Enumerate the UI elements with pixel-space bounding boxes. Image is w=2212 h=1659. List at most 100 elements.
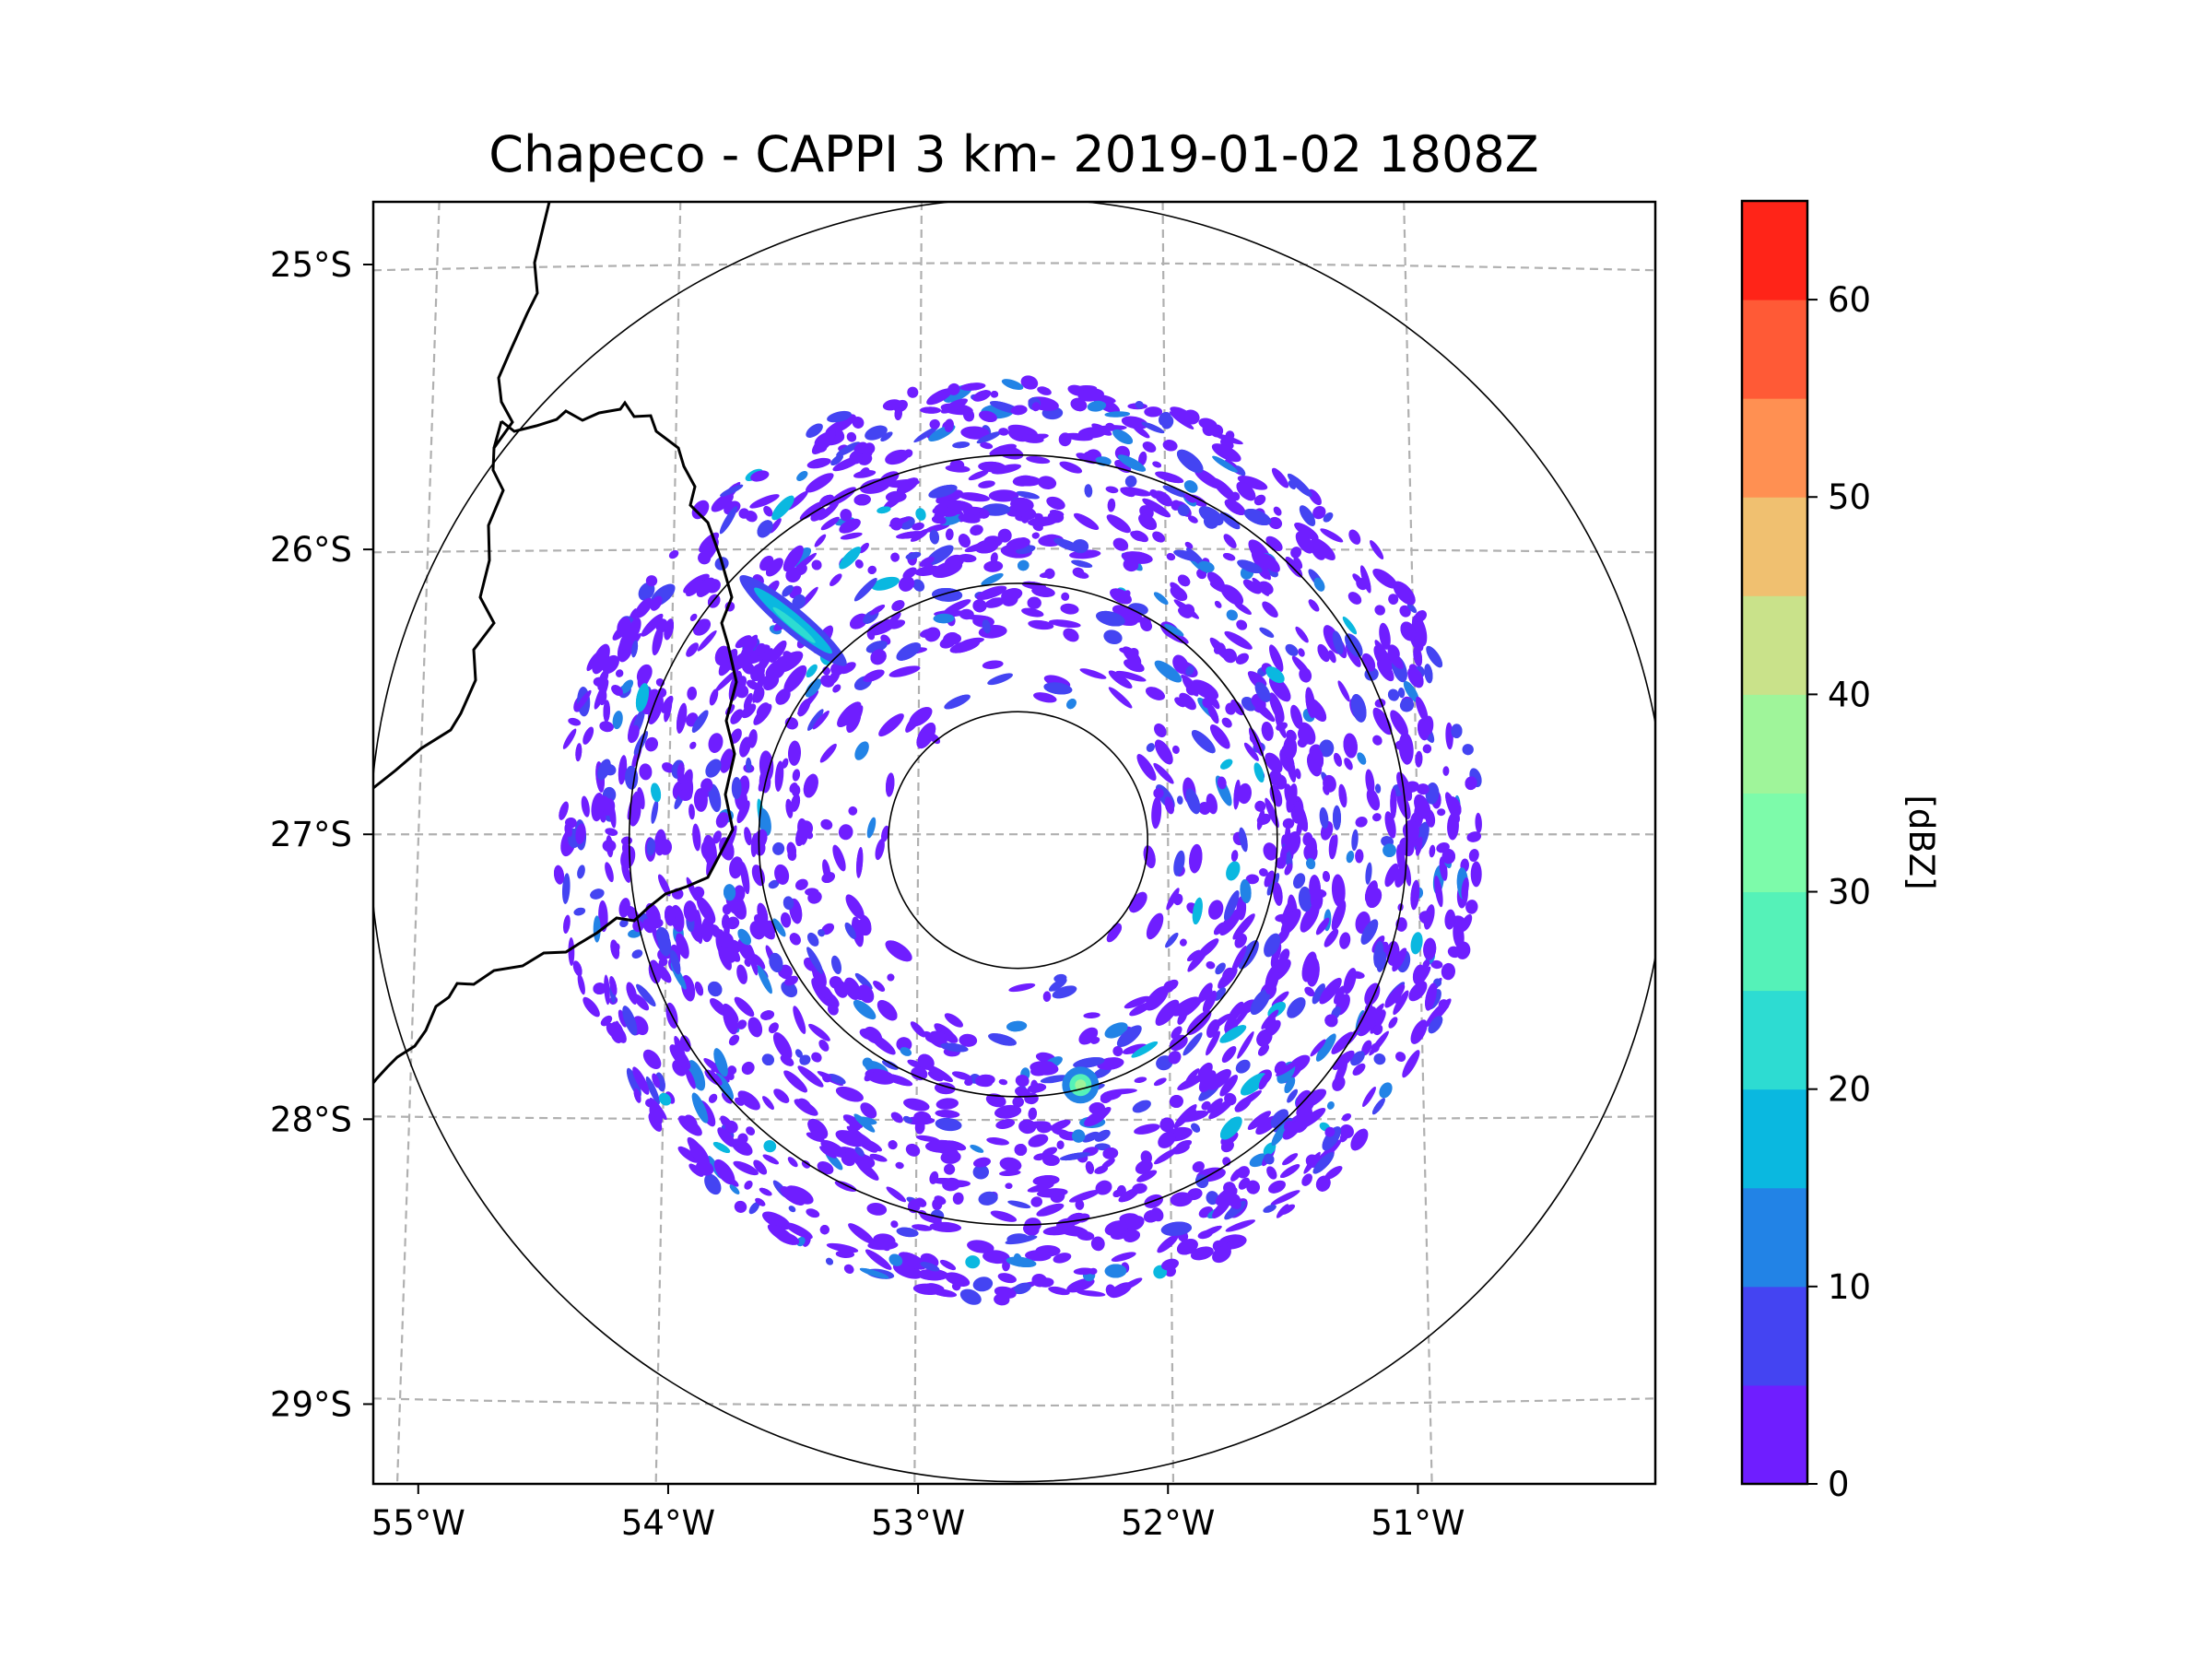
echo-blob: [818, 501, 839, 521]
echo-blob: [645, 575, 658, 587]
echo-blob: [1120, 488, 1135, 498]
echo-blob: [1104, 1220, 1129, 1236]
echo-blob: [715, 812, 729, 829]
echo-blob: [958, 534, 971, 548]
echo-blob: [1362, 1086, 1376, 1108]
echo-blob: [1027, 596, 1041, 609]
echo-blob: [940, 398, 969, 414]
range-ring: [888, 711, 1148, 970]
colorbar-tick-label: 20: [1828, 1070, 1871, 1110]
echo-blob: [1305, 858, 1316, 870]
echo-blob: [902, 567, 917, 580]
echo-blob: [1096, 610, 1125, 627]
echo-blob: [731, 776, 742, 800]
echo-blob: [1114, 459, 1132, 474]
echo-blob: [1466, 831, 1482, 842]
echo-blob: [1090, 1236, 1105, 1252]
echo-blob: [574, 689, 592, 712]
echo-blob: [722, 904, 732, 915]
echo-blob: [1059, 461, 1083, 474]
echo-blob: [1355, 816, 1368, 828]
echo-blob: [1426, 645, 1443, 668]
echo-blob: [944, 418, 954, 432]
echo-blob: [1084, 484, 1093, 498]
echo-blob: [1279, 1164, 1300, 1179]
echo-blob: [1442, 766, 1450, 776]
echo-blob: [683, 900, 698, 923]
echo-blob: [708, 783, 722, 813]
echo-blob: [1350, 694, 1367, 723]
echo-blob: [1240, 1073, 1267, 1096]
echo-blob: [1160, 1221, 1193, 1237]
echo-blob: [1309, 875, 1321, 901]
echo-blob: [929, 529, 939, 545]
echo-blob: [828, 1005, 838, 1014]
echo-blob: [1130, 531, 1144, 542]
echo-blob: [935, 1110, 960, 1118]
echo-blob: [674, 1036, 687, 1063]
echo-blob: [982, 1250, 1010, 1265]
echo-blob: [1173, 549, 1202, 562]
echo-blob: [1465, 900, 1478, 914]
echo-blob: [786, 841, 796, 858]
echo-blob: [885, 940, 912, 962]
echo-blob: [1264, 933, 1281, 958]
echo-blob: [1128, 891, 1147, 913]
echo-blob: [981, 572, 1004, 586]
echo-blob: [1061, 592, 1070, 601]
echo-blob: [1237, 1031, 1254, 1059]
echo-blob: [611, 684, 623, 697]
echo-blob: [835, 1086, 864, 1102]
echo-blob: [1048, 619, 1081, 629]
echo-blob: [689, 741, 697, 749]
echo-blob: [1049, 510, 1065, 517]
echo-blob: [1332, 1076, 1346, 1091]
echo-blob: [887, 973, 895, 982]
echo-blob: [605, 828, 618, 836]
echo-blob: [972, 1164, 989, 1180]
echo-blob: [1104, 1264, 1127, 1278]
echo-blob: [846, 431, 857, 442]
echo-blob: [1331, 1031, 1354, 1054]
echo-blob: [1053, 973, 1067, 982]
echo-blob: [968, 470, 989, 481]
echo-blob: [1142, 498, 1171, 518]
echo-blob: [662, 762, 675, 773]
echo-blob: [1145, 985, 1169, 1011]
echo-blob: [744, 1180, 753, 1190]
echo-blob: [1237, 1166, 1251, 1179]
colorbar-label: [dBZ]: [1901, 794, 1941, 889]
echo-blob: [1217, 776, 1227, 790]
echo-blob: [998, 1078, 1008, 1086]
echo-blob: [689, 613, 698, 621]
echo-blob: [1413, 646, 1423, 667]
echo-blob: [929, 1221, 962, 1232]
echo-blob: [575, 743, 582, 762]
echo-blob: [641, 613, 664, 637]
echo-blob: [1001, 379, 1024, 391]
echo-blob: [1357, 1006, 1377, 1033]
colorbar-segment: [1742, 1384, 1807, 1485]
echo-blob: [1206, 961, 1216, 970]
echo-blob: [1028, 1107, 1038, 1121]
echo-blob: [806, 1132, 825, 1143]
echo-blob: [1299, 505, 1316, 526]
colorbar-segment: [1742, 793, 1807, 893]
echo-blob: [1350, 971, 1365, 979]
echo-blob: [925, 1065, 953, 1082]
echo-blob: [1347, 592, 1362, 605]
echo-blob: [1005, 1235, 1038, 1245]
echo-blob: [1209, 582, 1228, 594]
echo-blob: [648, 1112, 663, 1132]
echo-blob: [997, 1273, 1017, 1284]
echo-blob: [912, 579, 925, 592]
echo-blob: [1154, 739, 1173, 765]
echo-blob: [782, 545, 804, 572]
echo-blob: [890, 1220, 899, 1229]
echo-blob: [1056, 1140, 1065, 1149]
echo-blob: [575, 823, 586, 845]
echo-blob: [1146, 912, 1164, 940]
echo-blob: [1046, 496, 1065, 510]
echo-blob: [1338, 783, 1347, 808]
echo-blob: [865, 425, 888, 441]
